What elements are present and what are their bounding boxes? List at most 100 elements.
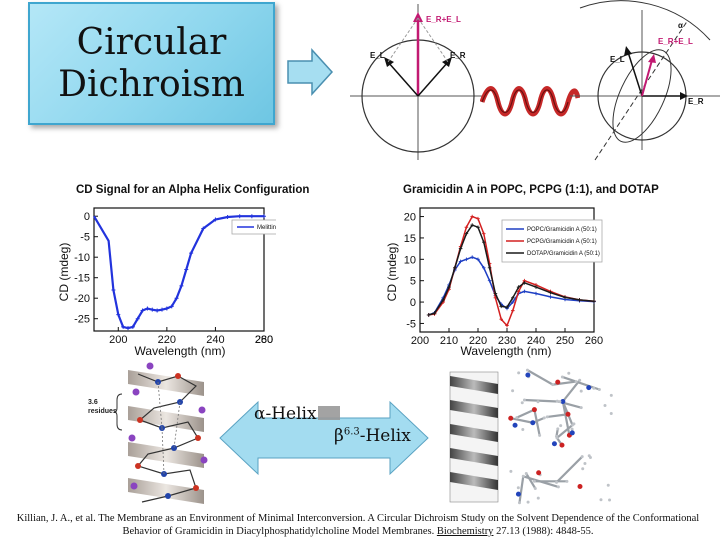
y-tick-label: 20: [404, 212, 416, 224]
data-point: [534, 291, 538, 296]
x-tick-label: 240: [527, 335, 545, 347]
page-title: Circular Dichroism: [58, 22, 245, 106]
data-point: [592, 299, 596, 304]
vector-label-sum: E_R+E_L: [426, 15, 461, 24]
x-tick-label: 230: [498, 335, 516, 347]
data-point: [164, 306, 169, 311]
red-helix-image: [480, 86, 580, 117]
data-point: [155, 308, 160, 313]
data-point: [511, 308, 515, 313]
x-tick-label: 220: [469, 335, 487, 347]
x-tick-label: 220: [158, 334, 176, 346]
polarization-diagram-right: α E_R+E_L E_L E_R: [570, 0, 720, 161]
legend-entry-1: POPC/Gramicidin A (50:1): [527, 227, 597, 233]
gramicidin-molecule-image: [508, 368, 613, 505]
data-point: [505, 305, 509, 309]
data-point: [482, 231, 486, 236]
beta-suffix: -Helix: [359, 426, 411, 446]
data-point: [516, 289, 521, 294]
x-tick-label: 250: [556, 335, 574, 347]
legend-entry-2: PCPG/Gramicidin A (50:1): [527, 239, 597, 245]
data-point: [470, 214, 474, 219]
data-point: [116, 312, 121, 317]
data-point: [577, 298, 582, 302]
title-line-2: Dichroism: [58, 63, 245, 105]
data-point: [237, 214, 242, 219]
data-point: [426, 313, 431, 317]
data-point: [145, 306, 150, 311]
data-point: [262, 214, 266, 219]
alpha-helix-image: [128, 362, 208, 504]
vector-label-left: E_L: [370, 51, 385, 60]
title-line-1: Circular: [76, 21, 227, 63]
data-point: [511, 295, 515, 300]
double-arrow-shape: [219, 400, 429, 476]
legend-melittin: Melittin: [257, 225, 276, 231]
data-point: [453, 266, 457, 270]
data-point: [511, 300, 515, 304]
data-point: [476, 216, 480, 221]
polarization-diagram-left: E_R+E_L E_L E_R: [350, 4, 486, 160]
citation-end: 27.13 (1988): 4848-55.: [493, 526, 594, 537]
data-point: [140, 308, 145, 313]
data-point: [447, 285, 451, 289]
alpha-helix-label: α-Helix: [254, 404, 317, 424]
x-tick-label: 260: [585, 335, 603, 347]
data-point: [150, 307, 155, 312]
x-tick-label: 200: [109, 334, 127, 346]
data-point: [548, 290, 553, 295]
data-point: [135, 316, 140, 321]
y-tick-label: -20: [74, 293, 90, 305]
plot-frame: [93, 207, 265, 332]
y-tick-label: -25: [74, 314, 90, 326]
data-point: [499, 304, 503, 309]
data-point: [476, 257, 480, 262]
y-axis-label: CD (mdeg): [57, 243, 71, 302]
chart-left-title: CD Signal for an Alpha Helix Configurati…: [76, 184, 310, 196]
x-axis-label: Wavelength (nm): [135, 344, 226, 358]
data-point: [458, 246, 463, 251]
y-tick-label: -15: [74, 273, 90, 285]
data-point: [470, 255, 474, 259]
residues-bottom: residues: [88, 408, 117, 415]
data-point: [487, 278, 492, 283]
vector-label-left-2: E_L: [610, 55, 625, 64]
data-point: [522, 281, 527, 285]
data-point: [189, 251, 194, 256]
data-point: [499, 317, 503, 321]
vector-label-sum-2: E_R+E_L: [658, 37, 693, 46]
y-tick-label: 0: [410, 297, 416, 309]
residues-label: 3.6 residues: [88, 398, 117, 416]
title-box: Circular Dichroism: [28, 2, 275, 125]
y-tick-label: 15: [404, 233, 416, 245]
data-point: [169, 304, 174, 309]
data-point: [121, 324, 126, 329]
data-point: [482, 266, 486, 270]
data-point: [130, 324, 135, 329]
x-tick-label: 260: [255, 334, 273, 346]
data-point: [458, 259, 463, 264]
y-tick-label: 10: [404, 254, 416, 266]
citation-text: Killian, J. A., et al. The Membrane as a…: [16, 513, 700, 537]
data-point: [179, 283, 184, 288]
data-point: [548, 295, 553, 299]
residues-top: 3.6: [88, 399, 98, 406]
x-tick-label: 240: [206, 334, 224, 346]
data-point: [470, 223, 474, 227]
data-point: [432, 311, 437, 315]
beta-prefix: β: [334, 426, 344, 446]
series-line-3: [428, 224, 595, 316]
y-tick-label: 5: [410, 276, 416, 288]
data-point: [201, 226, 206, 231]
plot-frame-right: [419, 207, 595, 333]
y-tick-label: 0: [84, 211, 90, 223]
y-tick-label: -5: [80, 232, 90, 244]
data-point: [174, 296, 179, 301]
vector-label-right-2: E_R: [688, 97, 704, 106]
data-point: [534, 285, 538, 289]
data-point: [441, 298, 445, 302]
data-point: [111, 288, 116, 292]
data-point: [563, 295, 567, 300]
residues-brace: [114, 393, 123, 431]
data-point: [464, 225, 469, 230]
